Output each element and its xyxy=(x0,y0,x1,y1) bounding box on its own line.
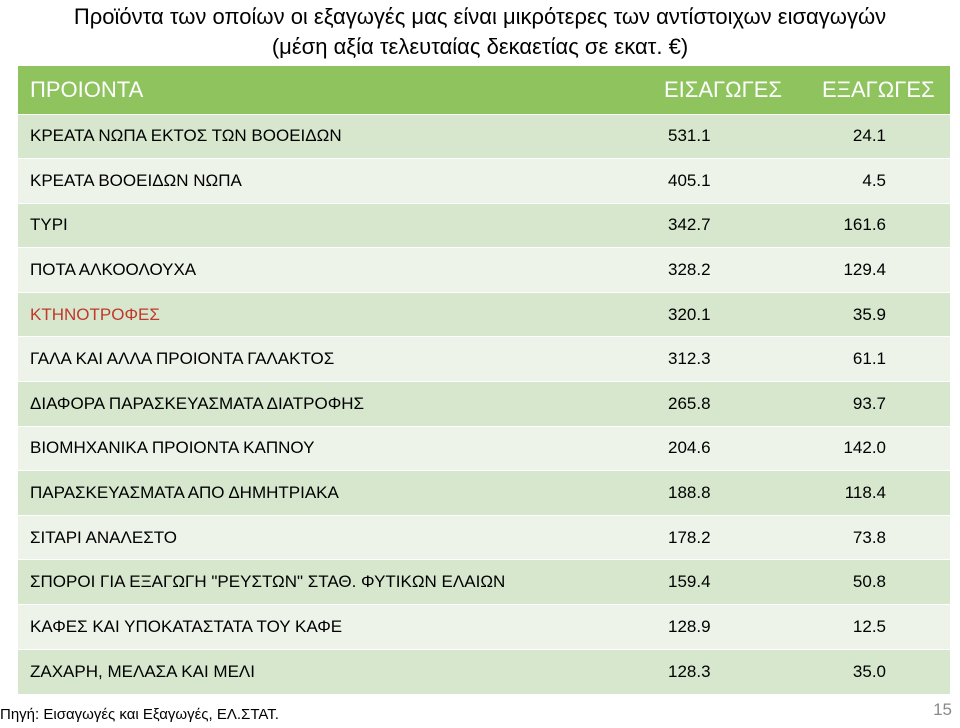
exports-cell: 12.5 xyxy=(800,604,950,650)
header-products: ΠΡΟΙΟΝΤΑ xyxy=(30,76,144,102)
product-name-cell: ΠΑΡΑΣΚΕΥΑΣΜΑΤΑ ΑΠΟ ΔΗΜΗΤΡΙΑΚΑ xyxy=(18,470,650,516)
table-row: ΚΤΗΝΟΤΡΟΦΕΣ 320.1 35.9 xyxy=(18,291,950,337)
exports-cell: 24.1 xyxy=(800,113,950,159)
imports-cell: 128.3 xyxy=(650,648,800,694)
exports-cell: 61.1 xyxy=(800,336,950,382)
product-name-cell: ΚΤΗΝΟΤΡΟΦΕΣ xyxy=(18,291,650,337)
exports-cell: 35.0 xyxy=(800,648,950,694)
product-name-cell: ΓΑΛΑ ΚΑΙ ΑΛΛΑ ΠΡΟΙΟΝΤΑ ΓΑΛΑΚΤΟΣ xyxy=(18,336,650,382)
imports-cell: 328.2 xyxy=(650,247,800,293)
imports-cell: 159.4 xyxy=(650,559,800,605)
exports-cell: 4.5 xyxy=(800,158,950,204)
product-name-cell: ΒΙΟΜΗΧΑΝΙΚΑ ΠΡΟΙΟΝΤΑ ΚΑΠΝΟΥ xyxy=(18,425,650,471)
imports-cell: 320.1 xyxy=(650,291,800,337)
imports-cell: 531.1 xyxy=(650,113,800,159)
imports-cell: 312.3 xyxy=(650,336,800,382)
exports-cell: 35.9 xyxy=(800,291,950,337)
table-row: ΠΟΤΑ ΑΛΚΟΟΛΟΥΧΑ 328.2 129.4 xyxy=(18,247,950,293)
table-row: ΔΙΑΦΟΡΑ ΠΑΡΑΣΚΕΥΑΣΜΑΤΑ ΔΙΑΤΡΟΦΗΣ 265.8 93.… xyxy=(18,381,950,427)
table-row: ΖΑΧΑΡΗ, ΜΕΛΑΣΑ ΚΑΙ ΜΕΛΙ 128.3 35.0 xyxy=(18,648,950,694)
title-line-2: (μέση αξία τελευταίας δεκαετίας σε εκατ.… xyxy=(271,34,689,59)
imports-cell: 405.1 xyxy=(650,158,800,204)
product-name-cell: ΚΑΦΕΣ ΚΑΙ ΥΠΟΚΑΤΑΣΤΑΤΑ ΤΟΥ ΚΑΦΕ xyxy=(18,604,650,650)
products-table: ΠΡΟΙΟΝΤΑ ΕΙΣΑΓΩΓΕΣ ΕΞΑΓΩΓΕΣ ΚΡΕΑΤΑ ΝΩΠΑ … xyxy=(18,66,950,694)
product-name-cell: ΚΡΕΑΤΑ ΒΟΟΕΙΔΩΝ ΝΩΠΑ xyxy=(18,158,650,204)
source-note: Πηγή: Εισαγωγές και Εξαγωγές, ΕΛ.ΣΤΑΤ. xyxy=(0,706,279,723)
table-row: ΣΠΟΡΟΙ ΓΙΑ ΕΞΑΓΩΓΗ "ΡΕΥΣΤΩΝ" ΣΤΑΘ. ΦΥΤΙΚ… xyxy=(18,559,950,605)
product-name-cell: ΣΙΤΑΡΙ ΑΝΑΛΕΣΤΟ xyxy=(18,514,650,560)
imports-cell: 128.9 xyxy=(650,604,800,650)
product-name-cell: ΣΠΟΡΟΙ ΓΙΑ ΕΞΑΓΩΓΗ "ΡΕΥΣΤΩΝ" ΣΤΑΘ. ΦΥΤΙΚ… xyxy=(18,559,650,605)
imports-cell: 204.6 xyxy=(650,425,800,471)
table-row: ΓΑΛΑ ΚΑΙ ΑΛΛΑ ΠΡΟΙΟΝΤΑ ΓΑΛΑΚΤΟΣ 312.3 61.1 xyxy=(18,336,950,382)
title-line-1: Προϊόντα των οποίων οι εξαγωγές μας είνα… xyxy=(73,4,887,29)
imports-cell: 188.8 xyxy=(650,470,800,516)
slide-title: Προϊόντα των οποίων οι εξαγωγές μας είνα… xyxy=(0,2,960,62)
table-row: ΒΙΟΜΗΧΑΝΙΚΑ ΠΡΟΙΟΝΤΑ ΚΑΠΝΟΥ 204.6 142.0 xyxy=(18,425,950,471)
imports-cell: 265.8 xyxy=(650,381,800,427)
table-body: ΚΡΕΑΤΑ ΝΩΠΑ ΕΚΤΟΣ ΤΩΝ ΒΟΟΕΙΔΩΝ 531.1 24.1 Κ… xyxy=(18,113,950,694)
table-row: ΚΡΕΑΤΑ ΝΩΠΑ ΕΚΤΟΣ ΤΩΝ ΒΟΟΕΙΔΩΝ 531.1 24.1 xyxy=(18,113,950,159)
exports-cell: 142.0 xyxy=(800,425,950,471)
product-name-cell: ΤΥΡΙ xyxy=(18,202,650,248)
exports-cell: 73.8 xyxy=(800,514,950,560)
imports-cell: 342.7 xyxy=(650,202,800,248)
product-name-cell: ΔΙΑΦΟΡΑ ΠΑΡΑΣΚΕΥΑΣΜΑΤΑ ΔΙΑΤΡΟΦΗΣ xyxy=(18,381,650,427)
table-row: ΠΑΡΑΣΚΕΥΑΣΜΑΤΑ ΑΠΟ ΔΗΜΗΤΡΙΑΚΑ 188.8 118.4 xyxy=(18,470,950,516)
exports-cell: 50.8 xyxy=(800,559,950,605)
header-exports: ΕΞΑΓΩΓΕΣ xyxy=(822,76,935,102)
table-header-row: ΠΡΟΙΟΝΤΑ ΕΙΣΑΓΩΓΕΣ ΕΞΑΓΩΓΕΣ xyxy=(18,66,950,114)
table-row: ΣΙΤΑΡΙ ΑΝΑΛΕΣΤΟ 178.2 73.8 xyxy=(18,514,950,560)
product-name-cell: ΖΑΧΑΡΗ, ΜΕΛΑΣΑ ΚΑΙ ΜΕΛΙ xyxy=(18,648,650,694)
table-row: ΚΡΕΑΤΑ ΒΟΟΕΙΔΩΝ ΝΩΠΑ 405.1 4.5 xyxy=(18,158,950,204)
table-row: ΤΥΡΙ 342.7 161.6 xyxy=(18,202,950,248)
page-number: 15 xyxy=(933,700,952,719)
table-row: ΚΑΦΕΣ ΚΑΙ ΥΠΟΚΑΤΑΣΤΑΤΑ ΤΟΥ ΚΑΦΕ 128.9 12.5 xyxy=(18,604,950,650)
imports-cell: 178.2 xyxy=(650,514,800,560)
exports-cell: 93.7 xyxy=(800,381,950,427)
exports-cell: 118.4 xyxy=(800,470,950,516)
exports-cell: 161.6 xyxy=(800,202,950,248)
exports-cell: 129.4 xyxy=(800,247,950,293)
header-imports: ΕΙΣΑΓΩΓΕΣ xyxy=(664,76,783,102)
product-name-cell: ΚΡΕΑΤΑ ΝΩΠΑ ΕΚΤΟΣ ΤΩΝ ΒΟΟΕΙΔΩΝ xyxy=(18,113,650,159)
product-name-cell: ΠΟΤΑ ΑΛΚΟΟΛΟΥΧΑ xyxy=(18,247,650,293)
